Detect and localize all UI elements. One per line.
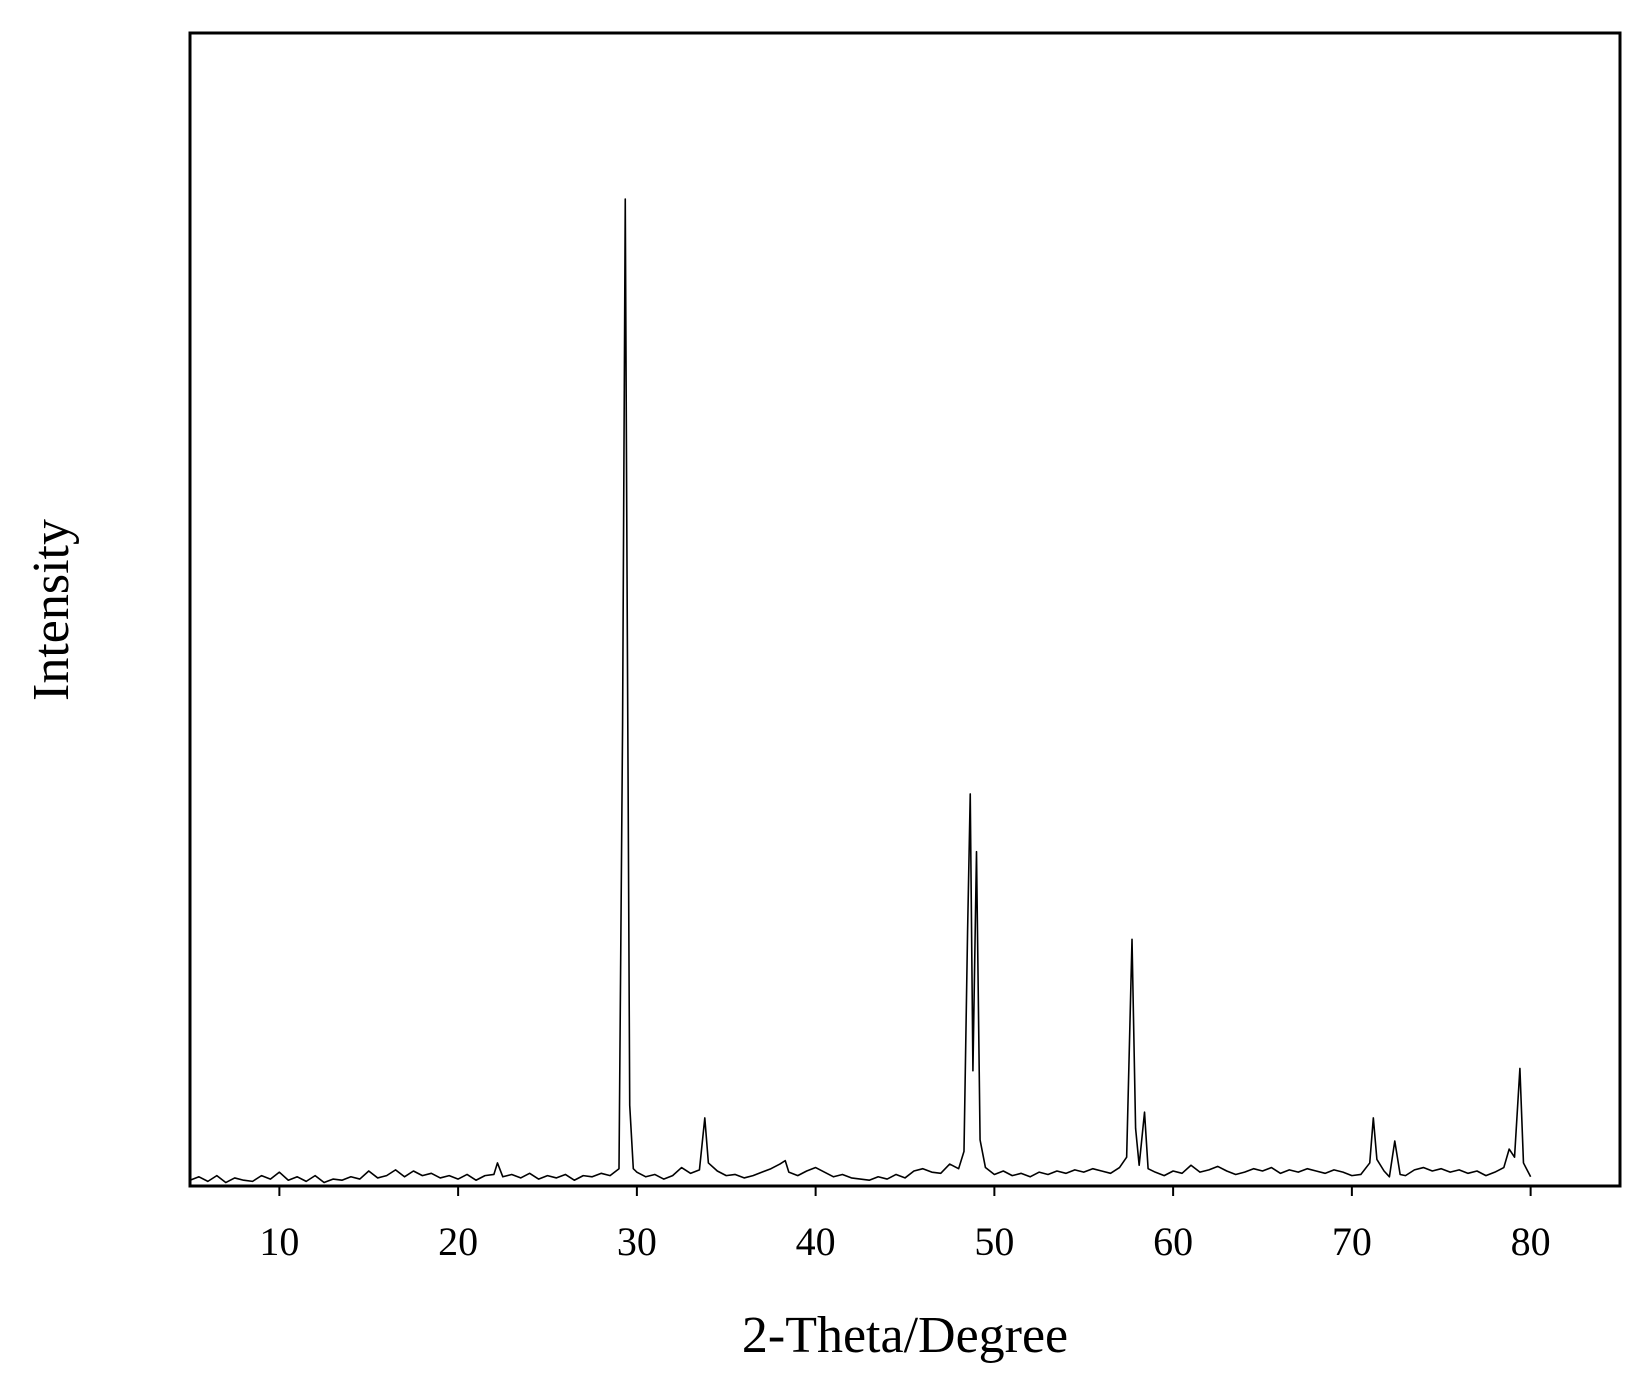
y-axis-title: Intensity <box>23 519 80 701</box>
x-tick-label: 10 <box>259 1219 299 1264</box>
x-tick-label: 70 <box>1332 1219 1372 1264</box>
x-tick-label: 30 <box>617 1219 657 1264</box>
x-tick-label: 80 <box>1511 1219 1551 1264</box>
plot-frame <box>188 31 1622 1188</box>
x-tick-label: 60 <box>1153 1219 1193 1264</box>
x-tick-label: 50 <box>974 1219 1014 1264</box>
xrd-line <box>189 198 1532 1184</box>
x-tick-label: 20 <box>438 1219 478 1264</box>
x-axis-title: 2-Theta/Degree <box>742 1307 1068 1364</box>
x-tick-label: 40 <box>796 1219 836 1264</box>
